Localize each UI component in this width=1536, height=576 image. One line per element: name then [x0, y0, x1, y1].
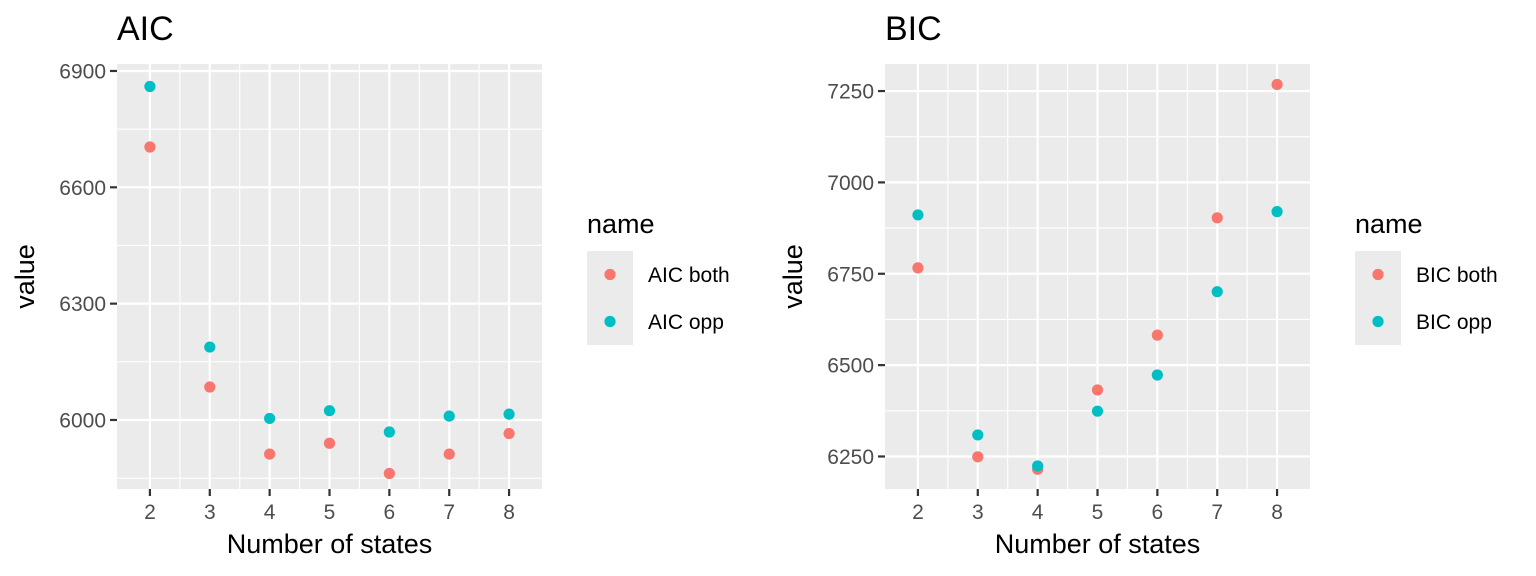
y-axis-title: value [778, 244, 808, 309]
data-point [1271, 206, 1283, 218]
data-point [1091, 405, 1104, 417]
legend-label: BIC both [1416, 264, 1498, 287]
data-point [1151, 369, 1163, 381]
y-tick-label: 7250 [827, 81, 874, 104]
data-point [264, 448, 276, 460]
y-tick-label: 6600 [59, 177, 106, 200]
chart-title: BIC [885, 10, 942, 48]
y-tick-label: 7000 [827, 172, 874, 195]
y-tick-label: 6300 [59, 293, 106, 316]
legend-marker [604, 268, 616, 281]
x-axis-title: Number of states [227, 529, 433, 559]
chart-aic: 6000 6300 6600 6900 2 3 4 5 6 7 8 Number of states v… [10, 10, 730, 559]
data-point [323, 437, 336, 449]
data-point [144, 141, 156, 153]
x-tick-label: 8 [1271, 501, 1283, 524]
data-point [264, 412, 276, 425]
data-point [972, 451, 984, 463]
legend-label: AIC opp [648, 311, 724, 334]
x-tick-label: 3 [204, 501, 216, 524]
x-tick-label: 8 [503, 501, 515, 524]
data-point [912, 262, 924, 274]
data-point [443, 410, 455, 422]
legend-label: BIC opp [1416, 311, 1492, 334]
data-point [912, 209, 924, 221]
x-tick-label: 2 [912, 501, 924, 524]
legend-marker [1372, 315, 1384, 328]
chart-bic: 6250 6500 6750 7000 7250 2 3 4 5 6 7 8 Number of sta… [778, 10, 1498, 559]
data-point [503, 427, 515, 440]
legend-label: AIC both [648, 264, 730, 287]
y-axis-title: value [10, 244, 40, 309]
x-axis-title: Number of states [995, 529, 1201, 559]
data-point [1091, 384, 1104, 396]
data-point [1032, 460, 1044, 472]
data-point [204, 341, 216, 353]
x-tick-label: 7 [443, 501, 455, 524]
x-tick-label: 6 [1152, 501, 1164, 524]
y-tick-label: 6900 [59, 60, 106, 83]
y-tick-label: 6000 [59, 409, 106, 432]
data-point [1151, 329, 1163, 341]
data-point [383, 467, 395, 480]
data-point [144, 80, 156, 93]
y-tick-label: 6250 [827, 446, 874, 469]
x-tick-label: 4 [264, 501, 276, 524]
data-point [383, 426, 395, 438]
x-tick-label: 5 [1092, 501, 1104, 524]
legend-title: name [587, 209, 655, 239]
x-tick-label: 2 [144, 501, 156, 524]
data-point [1271, 78, 1283, 91]
x-tick-label: 3 [972, 501, 984, 524]
data-point [1211, 286, 1223, 298]
data-point [443, 448, 455, 460]
data-point [503, 408, 515, 420]
chart-title: AIC [117, 10, 174, 48]
data-point [323, 405, 336, 417]
x-tick-label: 4 [1032, 501, 1044, 524]
data-point [972, 429, 984, 441]
legend-marker [604, 315, 616, 328]
data-point [204, 381, 216, 393]
x-tick-label: 7 [1211, 501, 1223, 524]
legend-title: name [1355, 209, 1423, 239]
y-tick-label: 6750 [827, 263, 874, 286]
x-tick-label: 5 [324, 501, 336, 524]
y-tick-label: 6500 [827, 355, 874, 378]
x-tick-label: 6 [384, 501, 396, 524]
data-point [1211, 212, 1223, 224]
legend-marker [1372, 268, 1384, 281]
